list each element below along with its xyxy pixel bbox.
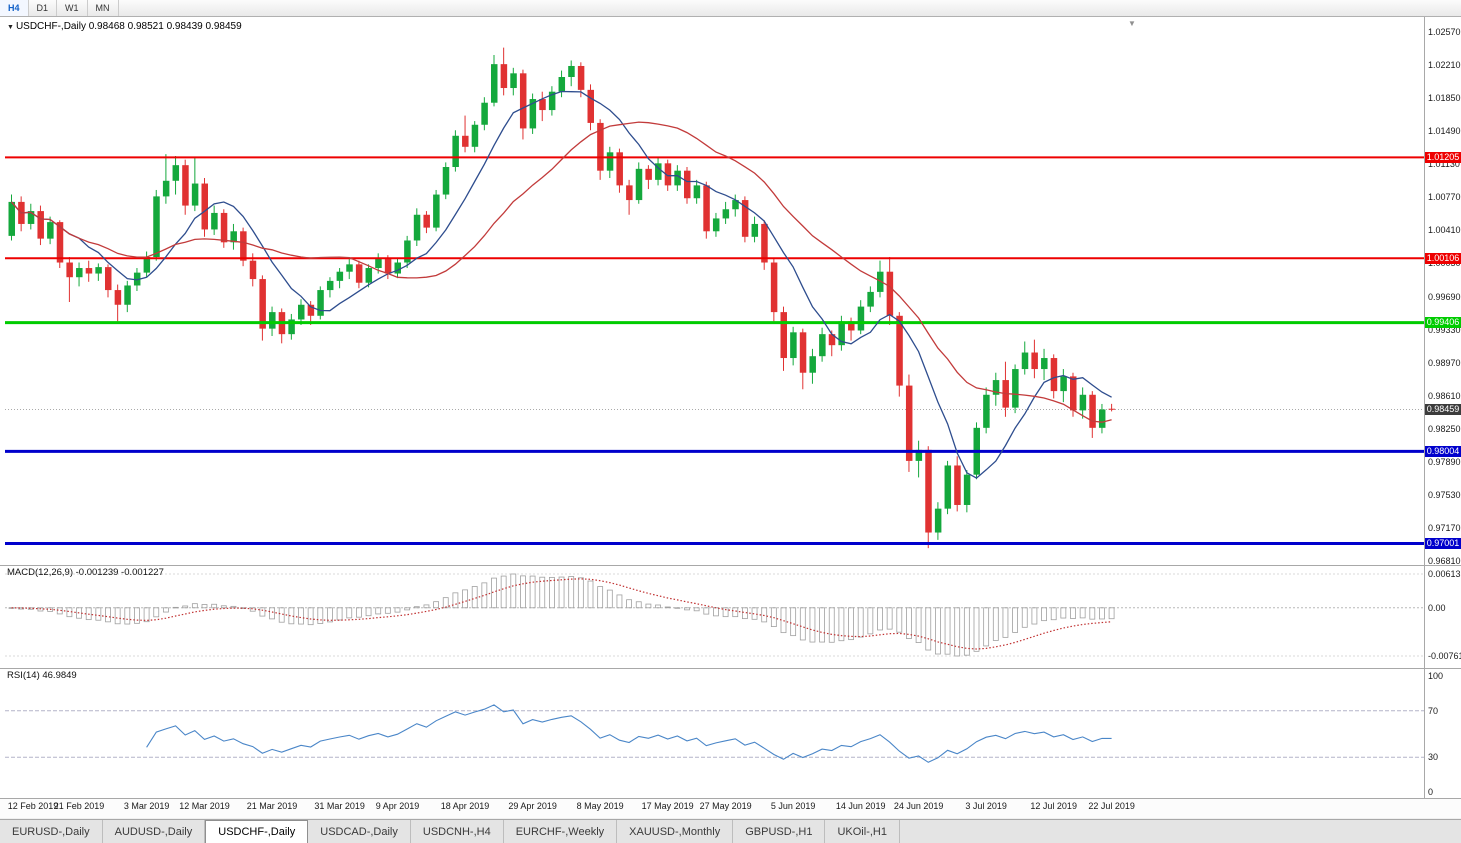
chart-shift-marker-icon[interactable]: ▼ (1128, 19, 1136, 28)
symbol-dropdown-icon[interactable]: ▼ (7, 24, 14, 31)
chart-tab-usdcad[interactable]: USDCAD-,Daily (308, 820, 411, 843)
chart-title-ohlc: 0.98468 0.98521 0.98439 0.98459 (88, 21, 242, 32)
chart-title-symbol: USDCHF-,Daily (15, 21, 86, 32)
chart-tab-usdchf[interactable]: USDCHF-,Daily (205, 820, 309, 843)
timeframe-toolbar: H4 D1 W1 MN (0, 0, 1461, 17)
date-axis-background[interactable] (0, 798, 1461, 818)
price-scale-divider (1424, 17, 1425, 798)
chart-tab-ukoil[interactable]: UKOil-,H1 (825, 820, 900, 843)
chart-background (0, 17, 1461, 798)
timeframe-button-mn[interactable]: MN (88, 0, 119, 16)
timeframe-button-w1[interactable]: W1 (57, 0, 88, 16)
chart-tab-gbpusd[interactable]: GBPUSD-,H1 (733, 820, 826, 843)
timeframe-button-d1[interactable]: D1 (29, 0, 58, 16)
panel-divider (0, 798, 1461, 799)
chart-title: ▼ USDCHF-,Daily 0.98468 0.98521 0.98439 0… (7, 21, 242, 32)
macd-indicator-label: MACD(12,26,9) -0.001239 -0.001227 (7, 567, 164, 578)
panel-divider[interactable] (0, 565, 1461, 566)
chart-tab-eurusd[interactable]: EURUSD-,Daily (0, 820, 103, 843)
chart-tab-audusd[interactable]: AUDUSD-,Daily (103, 820, 206, 843)
chart-tabs-bar: EURUSD-,Daily AUDUSD-,Daily USDCHF-,Daily U… (0, 819, 1461, 843)
chart-tab-usdcnh[interactable]: USDCNH-,H4 (411, 820, 504, 843)
chart-tab-eurchf[interactable]: EURCHF-,Weekly (504, 820, 618, 843)
timeframe-button-h4[interactable]: H4 (0, 0, 29, 16)
panel-divider[interactable] (0, 668, 1461, 669)
chart-tab-xauusd[interactable]: XAUUSD-,Monthly (617, 820, 734, 843)
rsi-indicator-label: RSI(14) 46.9849 (7, 670, 77, 681)
